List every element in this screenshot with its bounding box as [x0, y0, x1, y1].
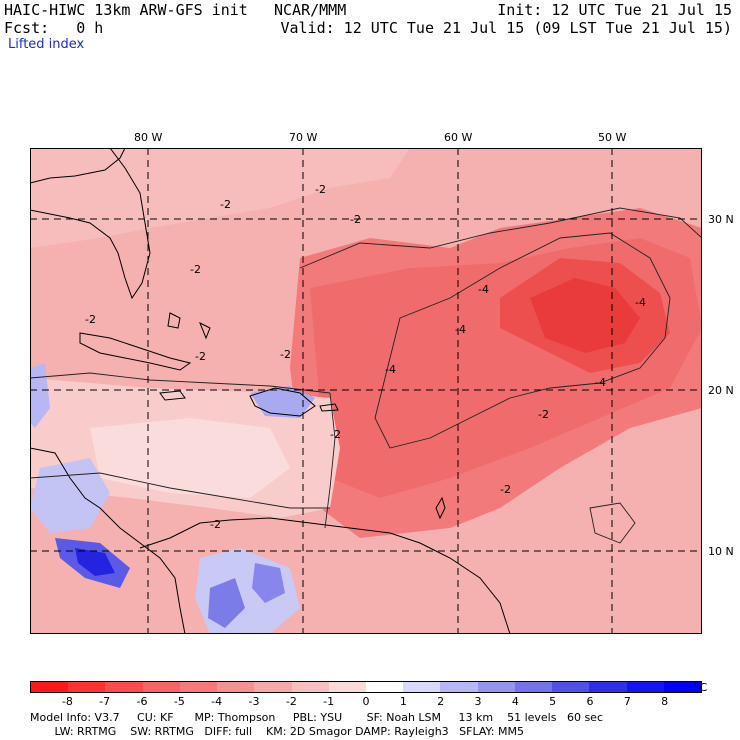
- field-name: Lifted index: [8, 37, 85, 52]
- init-time: Init: 12 UTC Tue 21 Jul 15: [497, 1, 732, 19]
- colorbar-segment: [403, 682, 441, 692]
- colorbar-tick: 1: [399, 695, 407, 708]
- stable-patch-hispaniola: [250, 386, 315, 418]
- colorbar-tick: 3: [474, 695, 482, 708]
- colorbar-segment: [663, 682, 701, 692]
- colorbar-labels: -8 -7 -6 -5 -4 -3 -2 -1 0 1 2 3 4 5 6 7 8 °C: [30, 681, 707, 708]
- contour-label: -2: [220, 198, 231, 211]
- contour-label: -2: [315, 183, 326, 196]
- lon-label-70w: 70 W: [289, 131, 318, 144]
- colorbar-segment: [105, 682, 143, 692]
- colorbar-segment: [440, 682, 478, 692]
- colorbar-tick: -5: [173, 695, 185, 708]
- model-info-line2: LW: RRTMG SW: RRTMG DIFF: full KM: 2D Sm…: [30, 725, 524, 738]
- colorbar-tick: -3: [248, 695, 260, 708]
- contour-label: -4: [385, 363, 396, 376]
- colorbar-unit: °C: [694, 681, 708, 694]
- colorbar-segment: [291, 682, 329, 692]
- colorbar-tick: 6: [586, 695, 594, 708]
- model-info-line1: Model Info: V3.7 CU: KF MP: Thompson PBL…: [30, 711, 603, 724]
- colorbar-segment: [217, 682, 255, 692]
- colorbar-tick: -1: [323, 695, 335, 708]
- lon-label-50w: 50 W: [598, 131, 627, 144]
- lon-label-60w: 60 W: [444, 131, 473, 144]
- colorbar-tick: -7: [99, 695, 111, 708]
- organization: NCAR/MMM: [274, 1, 347, 19]
- colorbar: [30, 681, 702, 693]
- colorbar-tick: -2: [285, 695, 297, 708]
- colorbar-segment: [31, 682, 69, 692]
- contour-label: -2: [190, 263, 201, 276]
- lat-label-10n: 10 N: [708, 545, 734, 558]
- colorbar-tick: 7: [623, 695, 631, 708]
- lat-label-30n: 30 N: [708, 213, 734, 226]
- colorbar-segment: [552, 682, 590, 692]
- colorbar-tick: 5: [549, 695, 557, 708]
- lifted-index-map: -2 -2 -2 -2 -2 -2 -2 -2 -2 -2 -2 -4 -4 -…: [30, 148, 702, 634]
- contour-label: -2: [330, 428, 341, 441]
- colorbar-tick: -4: [211, 695, 223, 708]
- lon-label-80w: 80 W: [134, 131, 163, 144]
- colorbar-tick: 8: [661, 695, 669, 708]
- colorbar-segment: [514, 682, 553, 692]
- contour-label: -4: [455, 323, 466, 336]
- valid-time: Valid: 12 UTC Tue 21 Jul 15 (09 LST Tue …: [280, 19, 732, 37]
- contour-label: -2: [500, 483, 511, 496]
- contour-label: -2: [280, 348, 291, 361]
- colorbar-tick: -6: [136, 695, 148, 708]
- contour-label: -4: [595, 376, 606, 389]
- colorbar-segment: [589, 682, 627, 692]
- colorbar-tick: 0: [362, 695, 370, 708]
- colorbar-segment: [365, 682, 404, 692]
- contour-label: -2: [538, 408, 549, 421]
- contour-label: -2: [210, 518, 221, 531]
- colorbar-segment: [179, 682, 218, 692]
- colorbar-tick: 4: [511, 695, 519, 708]
- colorbar-segment: [254, 682, 292, 692]
- colorbar-segment: [68, 682, 106, 692]
- colorbar-segment: [626, 682, 664, 692]
- graticule: [30, 148, 702, 634]
- colorbar-segment: [142, 682, 180, 692]
- contour-label: -2: [195, 350, 206, 363]
- coastlines: [30, 148, 511, 634]
- colorbar-segment: [477, 682, 515, 692]
- lat-label-20n: 20 N: [708, 384, 734, 397]
- contours: [30, 207, 702, 544]
- contour-label: -4: [478, 283, 489, 296]
- colorbar-tick: 2: [437, 695, 445, 708]
- colorbar-tick: -8: [61, 695, 73, 708]
- colorbar-segment: [328, 682, 366, 692]
- forecast-hour: Fcst: 0 h: [4, 19, 104, 37]
- contour-label: -2: [85, 313, 96, 326]
- model-title: HAIC-HIWC 13km ARW-GFS init: [4, 1, 248, 19]
- contour-label: -4: [635, 296, 646, 309]
